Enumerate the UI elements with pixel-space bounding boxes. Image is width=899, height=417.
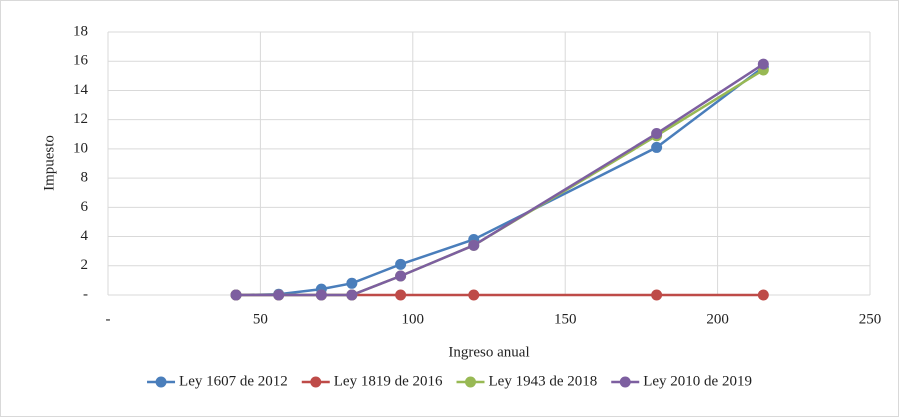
data-point <box>230 289 242 301</box>
data-point <box>757 58 769 70</box>
legend-label: Ley 1943 de 2018 <box>489 373 598 389</box>
x-tick-label: 100 <box>402 311 425 327</box>
data-point <box>346 289 358 301</box>
data-point <box>651 128 663 140</box>
legend-marker <box>310 376 322 388</box>
legend-marker <box>465 376 476 388</box>
y-tick-label: 16 <box>73 53 89 69</box>
x-tick-label: 150 <box>554 311 577 327</box>
data-point <box>651 141 663 153</box>
data-point <box>395 270 407 282</box>
data-point <box>757 289 769 301</box>
y-tick-label: 2 <box>81 257 89 273</box>
x-tick-label: - <box>106 311 111 327</box>
y-tick-label: 14 <box>73 82 89 98</box>
legend-label: Ley 1819 de 2016 <box>334 373 443 389</box>
y-tick-label: 4 <box>81 228 89 244</box>
legend-label: Ley 1607 de 2012 <box>179 373 288 389</box>
x-axis-title: Ingreso anual <box>448 344 529 360</box>
y-tick-label: 12 <box>73 111 88 127</box>
y-axis-title: Impuesto <box>41 135 57 191</box>
y-tick-label: 18 <box>73 23 88 39</box>
y-tick-label: 10 <box>73 140 88 156</box>
y-tick-label: 6 <box>81 199 89 215</box>
series-line <box>235 66 765 297</box>
series-line <box>236 63 765 297</box>
data-point <box>468 289 480 301</box>
data-point <box>273 289 285 301</box>
data-point <box>395 289 407 301</box>
x-tick-label: 200 <box>706 311 729 327</box>
y-tick-label: - <box>83 286 88 302</box>
x-tick-label: 250 <box>859 311 882 327</box>
data-point <box>651 289 663 301</box>
data-point <box>315 289 327 301</box>
legend-marker <box>619 376 631 388</box>
x-tick-label: 50 <box>253 311 268 327</box>
y-tick-label: 8 <box>81 170 89 186</box>
legend-label: Ley 2010 de 2019 <box>643 373 752 389</box>
data-point <box>468 239 480 251</box>
data-point <box>346 277 358 289</box>
legend-marker <box>155 376 167 388</box>
data-point <box>395 258 407 270</box>
